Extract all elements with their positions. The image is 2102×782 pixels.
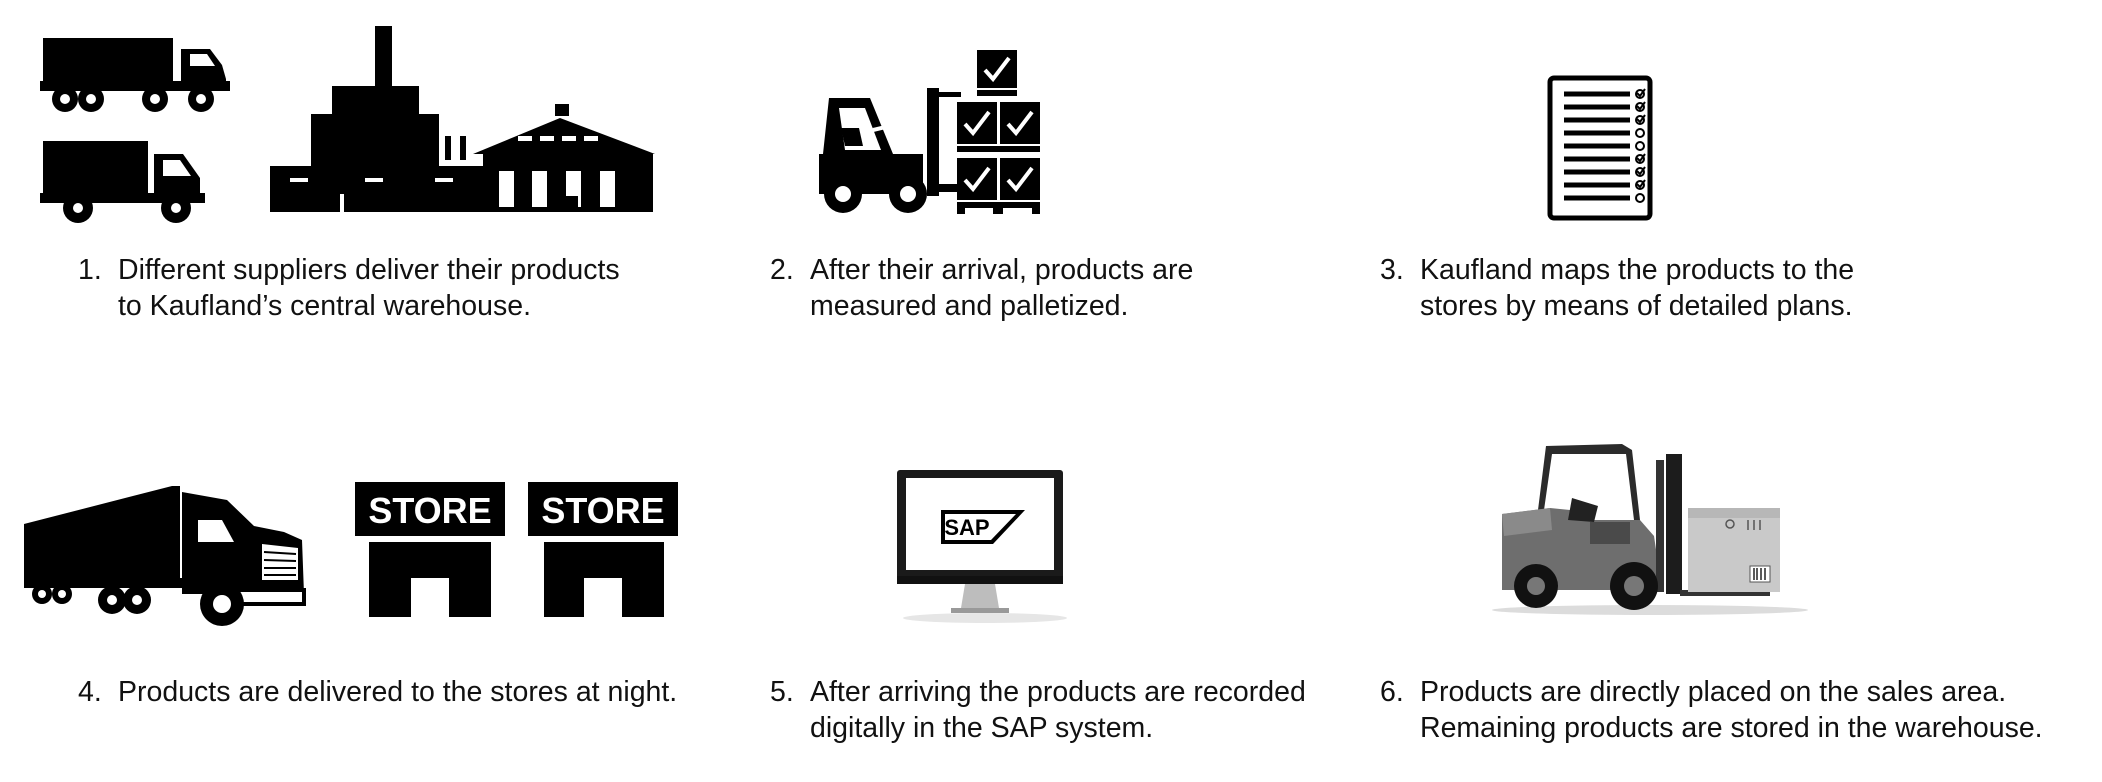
step-number: 5.: [770, 676, 794, 708]
step-text-line: Products are delivered to the stores at …: [118, 676, 678, 708]
step-5-caption: 5. After arriving the products are recor…: [770, 674, 1306, 746]
step-text-line: to Kaufland’s central warehouse.: [118, 290, 531, 322]
step-text-line: measured and palletized.: [810, 290, 1129, 322]
step-4-caption: 4. Products are delivered to the stores …: [78, 674, 677, 710]
semi-truck-icon: [22, 482, 307, 632]
step-number: 1.: [78, 254, 102, 286]
truck-icon: [40, 35, 230, 115]
step-6-caption: 6. Products are directly placed on the s…: [1380, 674, 2043, 746]
step-text: Different suppliers deliver their produc…: [118, 252, 620, 324]
step-text-line: After their arrival, products are: [810, 254, 1194, 286]
step-text-line: After arriving the products are recorded: [810, 676, 1306, 708]
step-2-caption: 2. After their arrival, products are mea…: [770, 252, 1193, 324]
step-text: Products are directly placed on the sale…: [1420, 674, 2043, 746]
step-number: 6.: [1380, 676, 1404, 708]
step-number: 4.: [78, 676, 102, 708]
step-number: 2.: [770, 254, 794, 286]
checked-pallets-icon: [955, 50, 1055, 220]
sap-label: SAP: [944, 515, 989, 540]
step-text-line: Remaining products are stored in the war…: [1420, 712, 2043, 744]
step-3-caption: 3. Kaufland maps the products to the sto…: [1380, 252, 1854, 324]
store-label: STORE: [541, 490, 664, 531]
step-text-line: digitally in the SAP system.: [810, 712, 1154, 744]
checklist-icon: [1547, 75, 1654, 222]
step-text: Products are delivered to the stores at …: [118, 674, 677, 710]
sap-monitor-icon: SAP: [895, 468, 1075, 626]
delivery-truck-icon: [40, 138, 210, 224]
factory-warehouse-icon: [270, 26, 660, 216]
step-text: After their arrival, products are measur…: [810, 252, 1193, 324]
step-text-line: Different suppliers deliver their produc…: [118, 254, 620, 286]
forklift-photo-icon: [1490, 440, 1820, 615]
step-text: Kaufland maps the products to the stores…: [1420, 252, 1854, 324]
step-1-caption: 1. Different suppliers deliver their pro…: [78, 252, 620, 324]
step-number: 3.: [1380, 254, 1404, 286]
store-label: STORE: [368, 490, 491, 531]
step-text: After arriving the products are recorded…: [810, 674, 1306, 746]
forklift-icon: [815, 80, 1055, 220]
store-icon: STORE: [355, 482, 505, 620]
step-text-line: Kaufland maps the products to the: [1420, 254, 1855, 286]
store-icon: STORE: [528, 482, 678, 620]
step-text-line: Products are directly placed on the sale…: [1420, 676, 2007, 708]
step-text-line: stores by means of detailed plans.: [1420, 290, 1853, 322]
